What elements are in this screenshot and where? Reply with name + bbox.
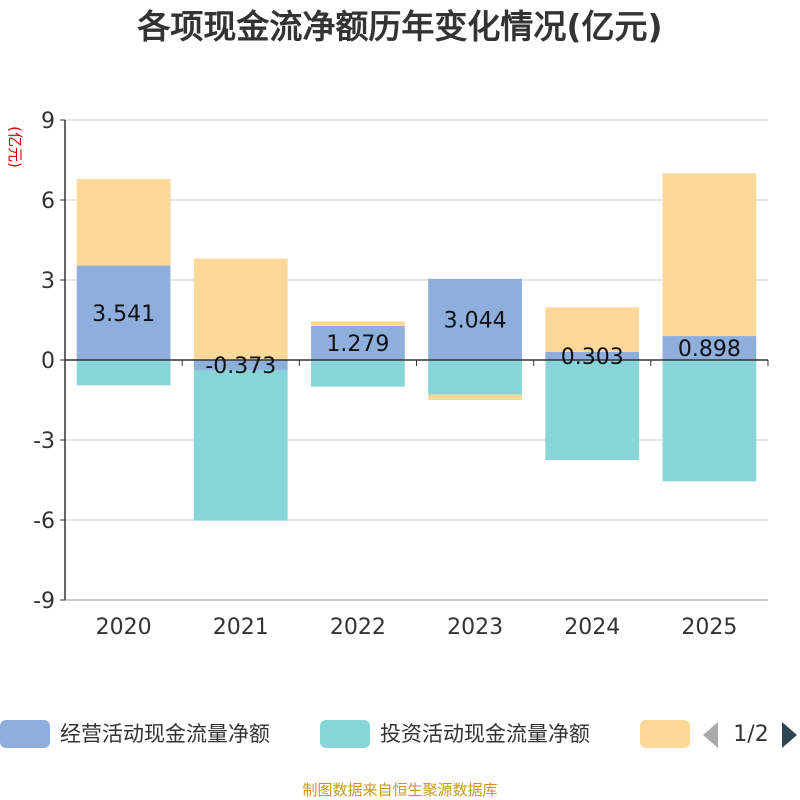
bar-series1-2025 <box>662 336 757 360</box>
bar-series1-2020 <box>76 265 171 360</box>
bar-series3-2023 <box>428 394 522 400</box>
bar-series3-2022 <box>311 321 405 326</box>
bar-series2-2025 <box>662 360 757 482</box>
data-labels: 3.541 -0.373 1.279 3.044 0.303 0.898 <box>92 302 741 379</box>
bars <box>76 173 757 521</box>
data-label-2024: 0.303 <box>561 345 624 370</box>
axes: 9 6 3 0 -3 -6 -9 2020 2021 2022 2023 2024 2025 <box>33 109 769 640</box>
bar-series1-2022 <box>311 325 405 360</box>
y-tick-label: 3 <box>41 269 55 294</box>
legend-page-indicator: 1/2 <box>733 722 768 747</box>
y-tick-label: -6 <box>33 509 55 534</box>
data-label-2021: -0.373 <box>205 354 276 379</box>
chart-title: 各项现金流净额历年变化情况(亿元) <box>136 7 662 46</box>
bar-series3-2020 <box>76 178 171 266</box>
bar-series2-2021 <box>193 369 288 521</box>
data-label-2022: 1.279 <box>326 332 389 357</box>
x-tick-label: 2023 <box>447 615 503 640</box>
y-tick-label: -3 <box>33 429 55 454</box>
legend: 经营活动现金流量净额 投资活动现金流量净额 1/2 <box>0 720 797 748</box>
legend-label-1: 经营活动现金流量净额 <box>60 722 270 746</box>
data-label-2023: 3.044 <box>444 308 507 333</box>
bar-series3-2024 <box>545 307 640 352</box>
bar-series2-2024 <box>545 360 640 460</box>
y-tick-label: -9 <box>33 589 55 614</box>
x-tick-label: 2021 <box>213 615 269 640</box>
bar-series1-2024 <box>545 351 640 360</box>
legend-swatch-1 <box>0 720 50 748</box>
x-tick-label: 2020 <box>96 615 152 640</box>
bar-series1-2023 <box>428 278 522 360</box>
legend-prev-icon[interactable] <box>703 722 718 748</box>
x-tick-label: 2025 <box>681 615 737 640</box>
bar-series2-2022 <box>311 360 405 387</box>
bar-series3-2025 <box>662 173 757 337</box>
y-axis-unit: (亿元) <box>6 126 24 168</box>
bar-series3-2021 <box>193 258 288 360</box>
y-tick-label: 6 <box>41 189 55 214</box>
legend-swatch-2 <box>320 720 370 748</box>
bar-series2-2023 <box>428 360 522 395</box>
data-label-2025: 0.898 <box>678 337 741 362</box>
y-tick-label: 9 <box>41 109 55 134</box>
bar-series2-2020 <box>76 360 171 386</box>
bar-series1-2021 <box>193 360 288 370</box>
legend-label-2: 投资活动现金流量净额 <box>380 722 590 746</box>
legend-swatch-3 <box>640 720 690 748</box>
x-tick-label: 2024 <box>564 615 620 640</box>
x-tick-label: 2022 <box>330 615 386 640</box>
data-label-2020: 3.541 <box>92 302 155 327</box>
legend-next-icon[interactable] <box>782 722 797 748</box>
source-note: 制图数据来自恒生聚源数据库 <box>302 781 497 799</box>
y-tick-label: 0 <box>41 349 55 374</box>
